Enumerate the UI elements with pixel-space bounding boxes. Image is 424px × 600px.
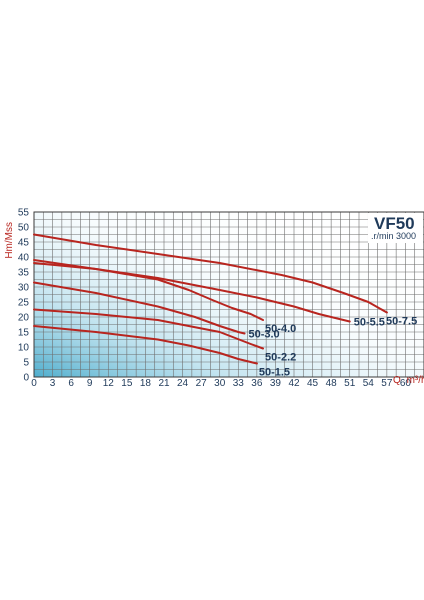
plot-frame <box>33 211 424 378</box>
x-tick-label: 48 <box>326 378 338 389</box>
x-tick-label: 6 <box>68 378 74 389</box>
curve-50-7.5 <box>33 233 388 314</box>
x-tick-label: 3 <box>50 378 56 389</box>
chart-subtitle: .r/min 3000 <box>371 231 416 241</box>
curve-label-50-5.5: 50-5.5 <box>354 317 385 329</box>
curve-50-3.0 <box>33 281 246 335</box>
x-axis-title: Q m³/h <box>393 375 424 386</box>
curve-label-50-2.2: 50-2.2 <box>265 352 296 364</box>
x-tick-label: 27 <box>196 378 208 389</box>
curves <box>33 233 388 365</box>
y-tick-label: 15 <box>18 328 30 339</box>
x-axis-title-unit: m³/h <box>407 375 424 386</box>
y-tick-label: 40 <box>18 253 30 264</box>
x-tick-label: 57 <box>381 378 393 389</box>
x-axis-ticks: 0 3 6 9 12 15 18 21 24 27 30 33 36 39 42 45 48 51 54 57 60 <box>31 378 411 389</box>
x-tick-label: 54 <box>363 378 375 389</box>
x-axis-title-prefix: Q <box>393 375 401 386</box>
y-tick-label: 55 <box>18 208 30 219</box>
x-tick-label: 9 <box>87 378 93 389</box>
x-tick-label: 33 <box>233 378 245 389</box>
x-tick-label: 39 <box>270 378 282 389</box>
x-tick-label: 42 <box>288 378 300 389</box>
x-tick-label: 15 <box>121 378 133 389</box>
x-tick-label: 12 <box>103 378 115 389</box>
curve-label-50-7.5: 50-7.5 <box>386 316 417 328</box>
curve-labels: 50-7.550-5.5 50-4.050-3.0 50-2.2 50-1.5 <box>248 316 417 379</box>
curve-50-4.0 <box>33 262 264 321</box>
grid <box>33 211 424 378</box>
x-tick-label: 30 <box>214 378 226 389</box>
x-tick-label: 60 <box>400 378 412 389</box>
y-axis-ticks: 0 5 10 15 20 25 30 35 40 45 50 55 <box>18 208 30 384</box>
y-tick-label: 35 <box>18 268 30 279</box>
curve-label-50-4.0: 50-4.0 <box>265 323 296 335</box>
x-tick-label: 24 <box>177 378 189 389</box>
curve-label-50-1.5: 50-1.5 <box>259 367 290 379</box>
x-tick-label: 45 <box>307 378 319 389</box>
x-tick-label: 18 <box>140 378 152 389</box>
y-tick-label: 50 <box>18 223 30 234</box>
curve-50-2.2 <box>33 308 264 350</box>
y-tick-label: 25 <box>18 298 30 309</box>
x-tick-label: 21 <box>158 378 170 389</box>
x-tick-label: 0 <box>31 378 37 389</box>
x-tick-label: 51 <box>344 378 356 389</box>
y-tick-label: 30 <box>18 283 30 294</box>
y-tick-label: 45 <box>18 238 30 249</box>
curve-label-50-3.0: 50-3.0 <box>248 329 279 341</box>
y-tick-label: 5 <box>23 358 29 369</box>
title-box-bg <box>368 213 423 243</box>
y-tick-label: 10 <box>18 343 30 354</box>
y-tick-label: 0 <box>23 373 29 384</box>
y-tick-label: 20 <box>18 313 30 324</box>
curve-50-1.5 <box>33 325 258 365</box>
chart-title: VF50 <box>374 214 415 233</box>
y-axis-title: Hm/Mss <box>4 222 15 259</box>
x-tick-label: 36 <box>251 378 263 389</box>
